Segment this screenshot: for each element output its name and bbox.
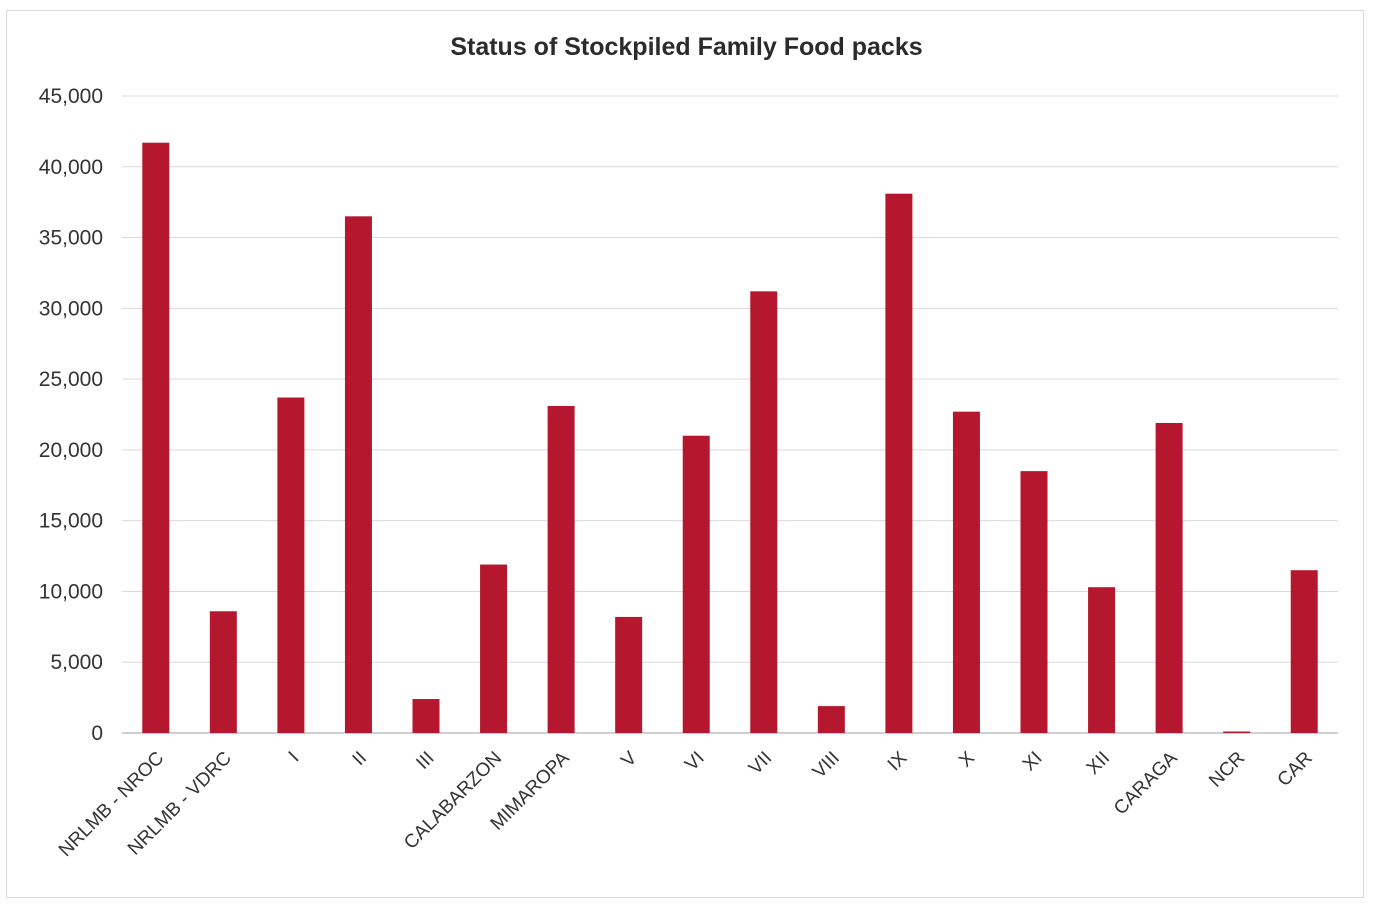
y-tick-label: 15,000 [39,510,103,533]
bar-ncr [1223,731,1251,733]
x-tick-label: VI [681,748,709,776]
bar-x [952,411,980,733]
y-tick-label: 30,000 [39,297,103,320]
y-tick-label: 40,000 [39,156,103,179]
bar-car [1290,570,1318,733]
x-tick-label: IX [884,747,912,775]
x-tick-label: VIII [809,748,844,783]
x-tick-label: II [349,748,371,770]
y-tick-label: 35,000 [39,227,103,250]
x-tick-label: VII [745,748,776,779]
y-tick-label: 25,000 [39,368,103,391]
y-axis-ticks: 0 5,000 10,000 15,000 20,000 25,000 30,000 35,0… [39,85,103,745]
y-tick-label: 20,000 [39,439,103,462]
x-tick-label: XII [1083,748,1114,779]
x-tick-label: I [285,748,304,767]
bar-calabarzon [480,564,508,733]
gridlines [122,95,1338,734]
x-tick-label: III [412,748,438,774]
bar-mimaropa [547,406,575,733]
bar-vi [682,435,710,733]
bar-v [615,616,643,733]
bar-nrlmb-nroc [142,142,170,734]
x-tick-label: X [955,747,979,771]
bars [142,142,1318,734]
bar-ix [885,193,913,733]
y-tick-label: 5,000 [50,651,103,674]
bar-viii [817,706,845,733]
x-tick-label: CAR [1274,748,1317,791]
x-tick-label: V [617,747,641,771]
chart-title: Status of Stockpiled Family Food packs [450,33,923,61]
bar-nrlmb-vdrc [209,611,237,733]
y-tick-label: 0 [91,722,103,745]
x-tick-label: XI [1019,748,1047,776]
bar-xii [1088,587,1116,733]
bar-ii [344,216,372,734]
y-tick-label: 10,000 [39,580,103,603]
bar-i [277,397,305,733]
x-tick-label: CARAGA [1110,747,1182,819]
bar-xi [1020,471,1048,733]
bar-iii [412,699,440,733]
x-tick-label: NCR [1205,748,1249,792]
bar-vii [750,291,778,733]
y-tick-label: 45,000 [39,85,103,108]
bar-caraga [1155,422,1183,733]
